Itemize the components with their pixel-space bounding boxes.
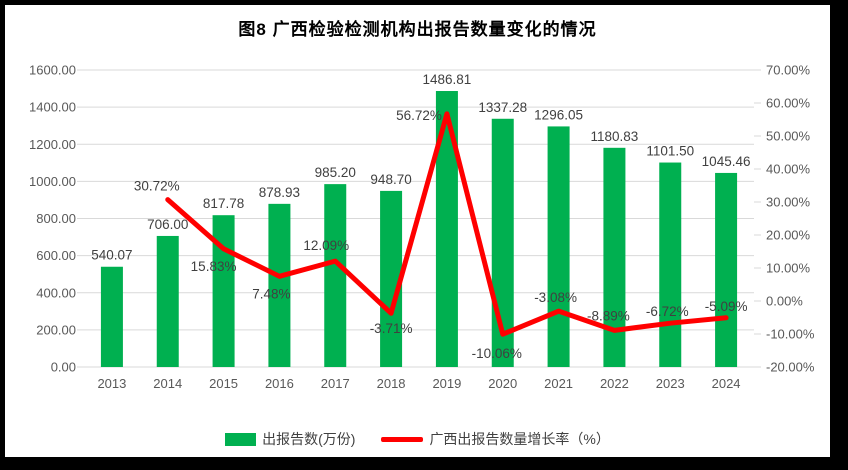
right-axis-tick-label: -10.00%	[766, 327, 815, 342]
x-axis-label: 2020	[488, 376, 517, 391]
legend-line-swatch-icon	[381, 436, 424, 442]
line-value-label: 56.72%	[396, 108, 442, 123]
line-value-label: -3.08%	[534, 290, 577, 305]
bar-value-label: 706.00	[147, 217, 188, 232]
bar-2017	[324, 184, 347, 367]
bar-2016	[268, 203, 291, 367]
x-axis-label: 2023	[656, 376, 685, 391]
x-axis-label: 2014	[153, 376, 182, 391]
bar-value-label: 817.78	[203, 196, 244, 211]
x-axis-label: 2013	[97, 376, 126, 391]
left-axis-tick-label: 800.00	[36, 211, 76, 226]
left-axis-tick-label: 1400.00	[29, 100, 76, 115]
right-axis-tick-label: -20.00%	[766, 360, 815, 375]
left-axis-tick-label: 200.00	[36, 322, 76, 337]
growth-rate-line	[165, 111, 729, 337]
bar-2018	[380, 190, 403, 367]
line-value-label: 15.83%	[191, 259, 237, 274]
legend: 出报告数(万份) 广西出报告数量增长率（%）	[5, 429, 830, 449]
combo-chart-plot: 1600.00 1400.00 1200.00 1000.00 800.00 600.00…	[29, 63, 815, 392]
right-axis-tick-label: 20.00%	[766, 228, 811, 243]
bar-2015	[212, 215, 235, 367]
chart-title: 图8 广西检验检测机构出报告数量变化的情况	[238, 20, 597, 39]
bar-value-label: 948.70	[370, 172, 411, 187]
bar-value-label: 1296.05	[534, 107, 583, 122]
legend-bar-swatch-icon	[225, 432, 257, 446]
x-axis-label: 2022	[600, 376, 629, 391]
x-axis-label: 2024	[712, 376, 741, 391]
left-axis-tick-label: 0.00	[51, 360, 76, 375]
x-axis-label: 2021	[544, 376, 573, 391]
bar-2024	[715, 172, 738, 367]
line-value-label: -3.71%	[370, 321, 413, 336]
legend-bar-label: 出报告数(万份)	[262, 431, 356, 447]
left-axis-tick-label: 1200.00	[29, 137, 76, 152]
bar-2014	[156, 235, 179, 367]
bar-value-label: 1180.83	[591, 129, 639, 144]
line-value-label: -8.89%	[587, 308, 630, 323]
left-axis-tick-label: 1000.00	[29, 174, 76, 189]
bar-value-label: 985.20	[315, 165, 356, 180]
right-axis-tick-label: 30.00%	[766, 195, 811, 210]
left-axis-tick-label: 400.00	[36, 285, 76, 300]
legend-line-label: 广西出报告数量增长率（%）	[429, 431, 610, 447]
bar-2019	[435, 91, 458, 367]
bar-value-label: 1337.28	[478, 100, 527, 115]
bar-value-label: 1486.81	[423, 72, 472, 87]
line-value-label: -10.06%	[472, 346, 522, 361]
x-axis-label: 2016	[265, 376, 294, 391]
bar-value-label: 1101.50	[646, 144, 694, 159]
bar-2013	[100, 266, 123, 367]
right-axis-tick-label: 40.00%	[766, 162, 811, 177]
right-axis-tick-label: 10.00%	[766, 261, 811, 276]
bar-2021	[547, 126, 570, 367]
line-value-label: 7.48%	[252, 286, 290, 301]
right-axis-tick-label: 60.00%	[766, 96, 811, 111]
right-axis-tick-label: 0.00%	[766, 294, 803, 309]
x-axis-label: 2018	[377, 376, 406, 391]
left-axis-tick-label: 600.00	[36, 248, 76, 263]
bar-value-label: 1045.46	[702, 154, 751, 169]
bar-2022	[603, 147, 626, 367]
x-axis-label: 2019	[432, 376, 461, 391]
right-axis-tick-label: 50.00%	[766, 129, 811, 144]
bar-2023	[659, 162, 682, 367]
line-value-label: 30.72%	[134, 179, 180, 194]
bar-value-label: 878.93	[259, 185, 300, 200]
line-value-label: -6.72%	[646, 304, 689, 319]
right-axis-tick-label: 70.00%	[766, 63, 811, 78]
left-axis-tick-label: 1600.00	[29, 63, 76, 78]
bar-value-label: 540.07	[91, 248, 132, 263]
x-axis-label: 2015	[209, 376, 238, 391]
x-axis-label: 2017	[321, 376, 350, 391]
line-value-label: 12.09%	[303, 238, 349, 253]
chart-panel: 图8 广西检验检测机构出报告数量变化的情况 1600.00 1400.00 1200…	[5, 5, 830, 457]
line-value-label: -5.09%	[705, 299, 748, 314]
